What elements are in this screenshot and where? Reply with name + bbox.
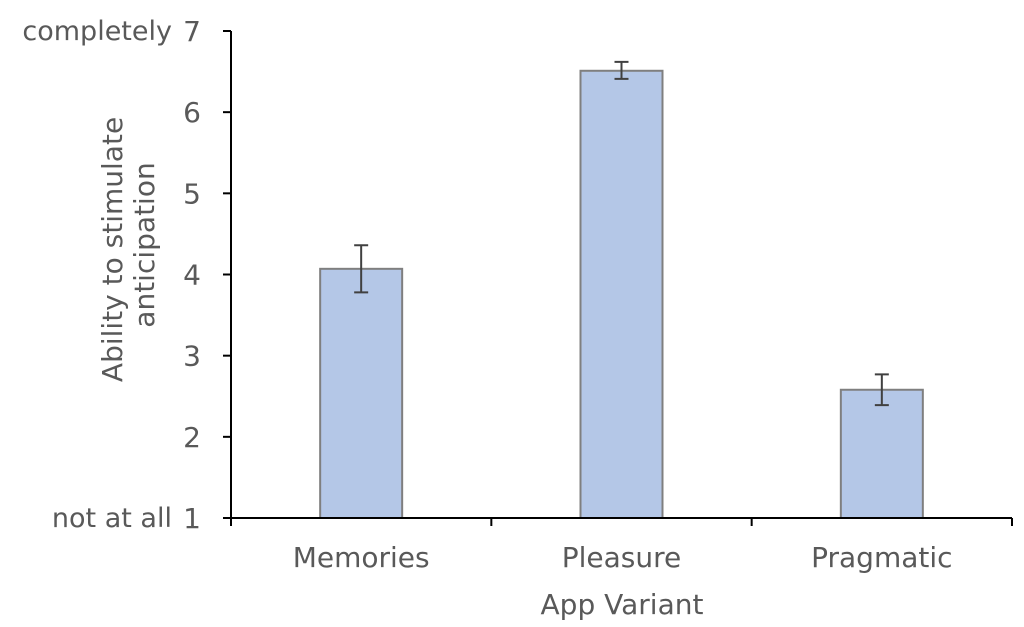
- x-tick-label: Memories: [293, 541, 430, 574]
- y-tick-label: 6: [183, 96, 201, 129]
- y-tick-label: 4: [183, 259, 201, 292]
- y-axis-title-line-1: Ability to stimulate: [96, 117, 129, 382]
- y-tick-label: 2: [183, 421, 201, 454]
- y-anchor-bottom-label: not at all: [52, 503, 172, 534]
- y-tick-label: 7: [183, 15, 201, 48]
- x-axis-ticks: Memories Pleasure Pragmatic: [230, 518, 1013, 574]
- bar-memories: [319, 267, 404, 519]
- x-tick-label: Pleasure: [562, 541, 682, 574]
- y-axis-title: Ability to stimulate anticipation: [96, 108, 161, 382]
- error-bar-pleasure: [614, 60, 629, 80]
- bars: [319, 69, 924, 519]
- x-axis-title: App Variant: [541, 588, 704, 621]
- y-axis-title-line-2: anticipation: [128, 162, 161, 327]
- y-tick-label: 5: [183, 177, 201, 210]
- error-bars: [354, 60, 889, 407]
- y-tick-label: 3: [183, 340, 201, 373]
- error-bar-pragmatic: [874, 373, 889, 407]
- bar-pragmatic: [839, 388, 924, 519]
- y-axis-ticks: 1 2 3 4 5 6 7: [183, 15, 231, 535]
- error-bar-memories: [354, 244, 369, 294]
- y-tick-label: 1: [183, 502, 201, 535]
- bar-pleasure: [579, 69, 664, 519]
- x-tick-label: Pragmatic: [811, 541, 952, 574]
- y-anchor-top-label: completely: [22, 16, 172, 47]
